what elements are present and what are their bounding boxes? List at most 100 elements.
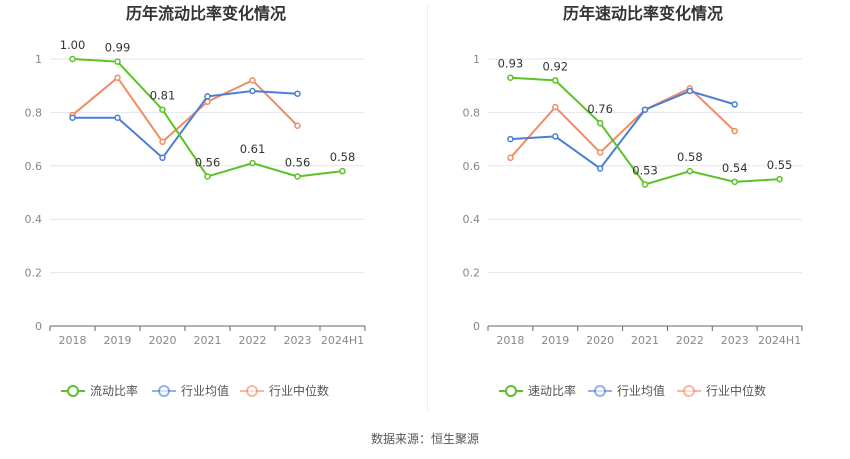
data-point [776,175,783,183]
data-label: 0.93 [498,57,524,71]
current-ratio-chart: 历年流动比率变化情况 0 0.2 0.4 0.6 0.8 1 2018 2019 2020 2021… [0,0,427,420]
x-tick-label: 2021 [194,334,222,347]
data-point [596,165,604,172]
y-tick-label: 0.8 [25,106,43,119]
series-line [509,87,736,159]
x-tick-label: 2022 [239,334,267,347]
x-tick-label: 2019 [104,334,132,347]
data-point [294,122,301,129]
data-label: 0.58 [330,150,356,164]
data-point [731,127,738,135]
data-label: 0.81 [150,89,176,103]
quick-ratio-chart: 历年速动比率变化情况 0 0.2 0.4 0.6 0.8 1 2018 2019 2020 2021… [428,0,850,420]
data-point [596,119,604,127]
x-tick-label: 2023 [721,334,749,347]
data-label: 0.53 [632,163,658,177]
data-point [159,138,166,146]
quick-ratio-chart-svg: 历年速动比率变化情况 0 0.2 0.4 0.6 0.8 1 2018 2019 2020 2021… [463,4,803,398]
data-point [641,181,649,188]
series-line [71,76,299,144]
data-point [69,55,76,63]
data-point [249,159,256,167]
data-point [114,58,121,65]
y-tick-label: 1 [35,53,42,66]
data-point [552,133,559,140]
data-label: 0.54 [722,161,748,175]
y-tick-label: 0.2 [463,267,481,280]
legend-item: 行业均值 [152,383,229,398]
legend-marker [158,385,170,397]
x-tick-label: 2022 [676,334,704,347]
data-point [641,106,649,113]
series-0: 1.00 0.99 0.81 0.56 0.61 0.56 0.58 [60,38,356,180]
legend-label: 行业中位数 [706,383,766,398]
data-point [686,167,694,175]
legend-item: 行业中位数 [677,383,766,398]
data-label: 1.00 [60,38,86,52]
data-source-note: 数据来源：恒生聚源 [370,432,479,446]
data-point [507,74,514,81]
x-tick-label: 2024H1 [321,334,364,347]
legend-marker [683,385,695,397]
data-point [204,173,211,180]
legend-label: 行业均值 [617,383,665,398]
legend-marker [594,385,606,397]
legend-item: 速动比率 [499,383,576,398]
data-point [114,114,121,121]
data-point [159,106,166,113]
data-point [249,77,256,84]
data-point [507,135,514,143]
y-tick-label: 0.4 [25,213,43,226]
x-tick-label: 2023 [284,334,312,347]
y-tick-label: 0.8 [463,106,481,119]
legend-marker [67,385,79,397]
data-label: 0.55 [767,158,793,172]
series-line [72,90,298,160]
x-tick-label: 2020 [149,334,177,347]
data-label: 0.76 [587,102,613,116]
data-point [552,103,559,111]
legend-label: 速动比率 [528,383,576,398]
data-point [596,149,604,156]
series-2 [507,85,738,162]
series-2 [69,74,301,146]
data-label: 0.56 [285,155,311,169]
data-label: 0.92 [542,59,568,73]
data-point [731,101,738,108]
panel-divider [427,5,428,410]
legend-item: 行业均值 [588,383,665,398]
data-point [731,178,738,186]
data-label: 0.61 [240,142,266,156]
x-tick-label: 2019 [541,334,569,347]
series-line [510,89,735,170]
series-1 [69,87,301,162]
x-tick-label: 2018 [59,334,87,347]
legend-label: 流动比率 [90,383,138,398]
chart-title: 历年速动比率变化情况 [563,4,723,23]
y-tick-label: 0 [473,320,480,333]
data-point [114,74,121,81]
legend-marker [246,385,258,397]
data-point [339,167,346,175]
legend-item: 行业中位数 [240,383,329,398]
series-1 [507,87,738,172]
y-tick-label: 0.2 [25,267,43,280]
data-point [69,114,76,121]
data-label: 0.56 [195,155,221,169]
x-tick-label: 2018 [496,334,524,347]
x-tick-label: 2020 [586,334,614,347]
data-label: 0.58 [677,150,703,164]
legend-item: 流动比率 [61,383,138,398]
y-tick-label: 0.6 [463,160,481,173]
series-0: 0.93 0.92 0.76 0.53 0.58 0.54 0.55 [498,57,793,188]
x-tick-label: 2021 [631,334,659,347]
data-label: 0.99 [105,41,131,55]
chart-title: 历年流动比率变化情况 [126,4,286,23]
y-tick-label: 0.6 [25,160,43,173]
y-tick-label: 0.4 [463,213,481,226]
y-tick-label: 1 [473,53,480,66]
data-point [294,173,301,180]
legend-label: 行业中位数 [269,383,329,398]
data-point [686,87,694,95]
